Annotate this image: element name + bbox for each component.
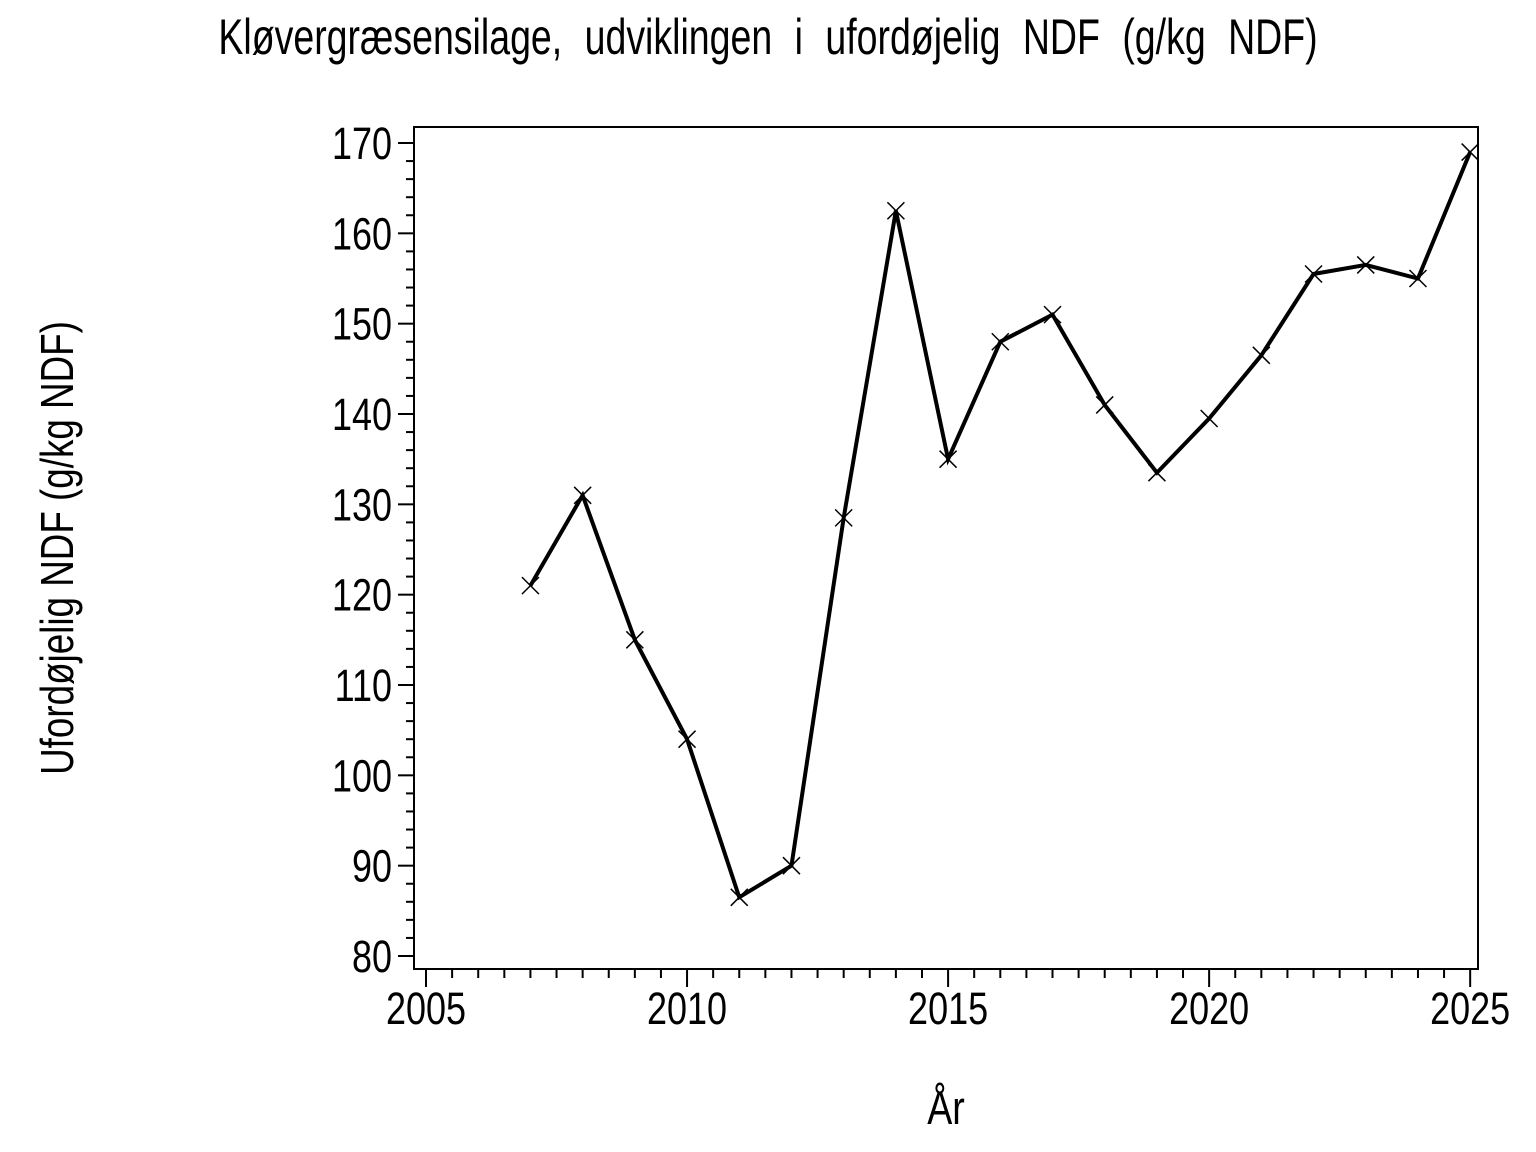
data-point-marker-x bbox=[573, 486, 592, 505]
chart-title: Kløvergræsensilage, udviklingen i ufordø… bbox=[218, 10, 1317, 65]
plot-generated-content: 80 90 100 110 120 130 140 150 160 170 2005 2010 2015… bbox=[332, 118, 1510, 1034]
x-tick-label: 2015 bbox=[908, 983, 988, 1034]
data-point-marker-x bbox=[625, 630, 644, 649]
data-point-marker-x bbox=[1304, 264, 1323, 284]
data-point-marker-x bbox=[730, 888, 749, 907]
data-point-marker-x bbox=[1252, 346, 1271, 365]
x-tick-label: 2010 bbox=[647, 983, 727, 1034]
y-axis-title: Ufordøjelig NDF (g/kg NDF) bbox=[31, 321, 83, 775]
data-point-marker-x bbox=[939, 450, 958, 469]
x-tick-label: 2005 bbox=[386, 983, 466, 1034]
data-point-marker-x bbox=[991, 332, 1010, 351]
y-tick-label: 160 bbox=[332, 208, 392, 259]
data-point-marker-x bbox=[1095, 395, 1114, 414]
y-tick-label: 100 bbox=[332, 750, 392, 801]
data-point-marker-x bbox=[521, 576, 540, 595]
x-tick-label: 2025 bbox=[1430, 983, 1510, 1034]
y-tick-label: 150 bbox=[332, 299, 392, 350]
data-point-marker-x bbox=[834, 508, 853, 527]
data-point-marker-x bbox=[1408, 269, 1427, 288]
y-tick-label: 80 bbox=[352, 931, 392, 982]
x-axis-title: År bbox=[927, 1082, 965, 1135]
data-point-marker-x bbox=[782, 856, 801, 875]
y-tick-label: 110 bbox=[335, 660, 392, 711]
y-tick-label: 140 bbox=[332, 389, 392, 440]
data-series-line bbox=[528, 151, 1473, 901]
data-point-marker-x bbox=[1043, 305, 1062, 324]
data-point-marker-x bbox=[1147, 463, 1166, 482]
y-tick-label: 170 bbox=[332, 118, 392, 169]
plot-frame bbox=[413, 126, 1479, 970]
y-tick-label: 90 bbox=[352, 841, 392, 892]
x-tick-label: 2020 bbox=[1169, 983, 1249, 1034]
data-point-marker-x bbox=[678, 730, 697, 749]
y-tick-label: 130 bbox=[332, 479, 392, 530]
data-point-marker-x bbox=[1356, 255, 1375, 274]
data-point-marker-x bbox=[1461, 143, 1480, 162]
data-point-marker-x bbox=[886, 201, 905, 220]
y-tick-label: 120 bbox=[332, 570, 392, 621]
data-point-marker-x bbox=[1200, 409, 1219, 428]
